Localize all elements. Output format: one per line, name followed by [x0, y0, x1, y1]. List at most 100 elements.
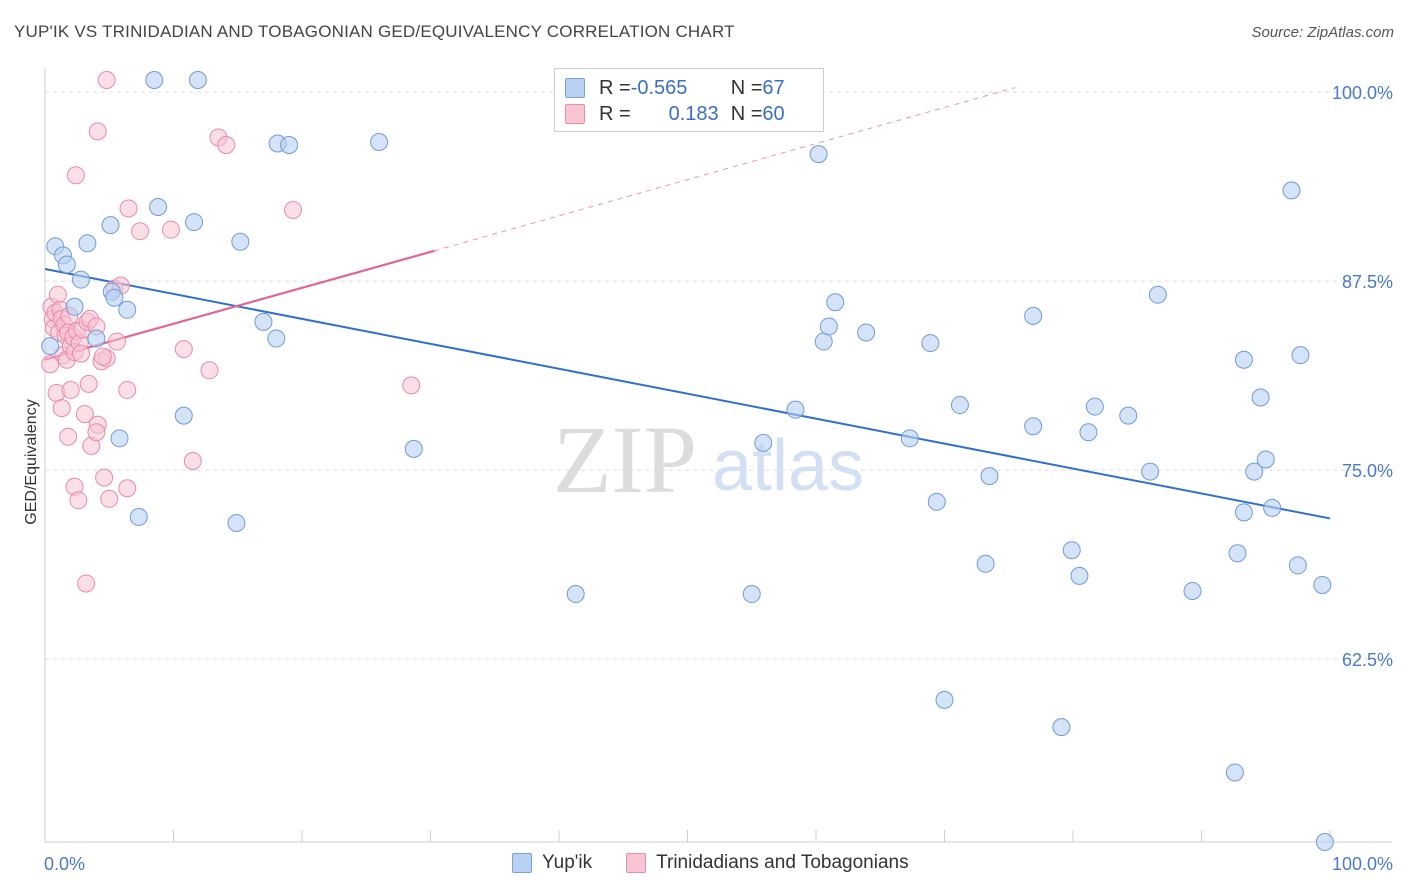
legend-item-yupik[interactable]: Yup'ik	[512, 852, 592, 874]
data-point-yupik	[118, 300, 137, 319]
data-point-trinidadians	[200, 361, 219, 380]
data-point-yupik	[370, 132, 389, 151]
legend-r-label: R =	[599, 102, 631, 125]
data-point-yupik	[754, 433, 773, 452]
legend-r-value: 0.183	[668, 102, 719, 125]
y-tick-label: 87.5%	[1342, 272, 1393, 292]
data-point-yupik	[1062, 541, 1081, 560]
data-point-yupik	[976, 554, 995, 573]
legend-n-label: N =	[730, 102, 763, 125]
data-point-trinidadians	[93, 347, 112, 366]
data-point-yupik	[188, 71, 207, 89]
legend-swatch-pink	[626, 853, 647, 873]
data-point-yupik	[149, 198, 168, 216]
data-point-yupik	[950, 396, 969, 415]
x-tick-label: 100.0%	[1332, 854, 1393, 874]
data-point-yupik	[1119, 406, 1138, 425]
data-point-yupik	[87, 329, 106, 348]
data-point-yupik	[1234, 350, 1253, 369]
data-point-trinidadians	[61, 380, 80, 399]
data-point-yupik	[185, 213, 204, 232]
data-point-yupik	[980, 467, 999, 486]
data-point-yupik	[1070, 566, 1089, 585]
data-point-yupik	[927, 492, 946, 511]
data-point-trinidadians	[52, 399, 71, 418]
data-point-trinidadians	[118, 380, 137, 399]
data-point-yupik	[1245, 462, 1264, 481]
data-point-yupik	[1234, 503, 1253, 522]
data-point-yupik	[1291, 346, 1310, 365]
data-point-yupik	[1024, 417, 1043, 436]
data-point-trinidadians	[174, 340, 193, 359]
data-point-trinidadians	[48, 285, 67, 304]
x-tick-labels: 0.0% 100.0%	[44, 854, 1393, 874]
data-point-yupik	[129, 507, 148, 526]
data-point-yupik	[742, 585, 761, 604]
data-point-yupik	[819, 317, 838, 336]
data-point-yupik	[921, 334, 940, 353]
data-point-trinidadians	[119, 199, 138, 218]
data-point-trinidadians	[131, 222, 150, 241]
data-point-yupik	[65, 297, 84, 316]
data-point-yupik	[935, 690, 954, 709]
trendline-trinidadians-extension	[434, 87, 1016, 252]
data-point-yupik	[110, 429, 129, 448]
data-point-yupik	[1263, 498, 1282, 517]
legend-r-label: R =	[599, 76, 631, 99]
series-yupik-points	[41, 71, 1334, 851]
data-point-yupik	[1085, 397, 1104, 416]
legend-row-trinidadians: R = 0.183 N = 60	[565, 101, 785, 127]
data-point-trinidadians	[97, 71, 116, 89]
watermark-zip: ZIP	[553, 406, 697, 513]
y-tick-label: 75.0%	[1342, 461, 1393, 481]
data-point-trinidadians	[71, 344, 90, 363]
data-point-yupik	[267, 329, 286, 348]
data-point-trinidadians	[79, 374, 98, 393]
data-point-yupik	[857, 323, 876, 342]
legend-n-value: 67	[762, 76, 785, 99]
data-point-yupik	[566, 585, 585, 604]
legend-label-trinidadians: Trinidadians and Tobagonians	[656, 852, 909, 873]
data-point-yupik	[1148, 285, 1167, 304]
data-point-yupik	[1313, 575, 1332, 594]
data-point-yupik	[254, 312, 273, 331]
data-point-yupik	[1052, 718, 1071, 737]
data-point-yupik	[900, 429, 919, 448]
trendline-yupik	[44, 268, 1331, 520]
data-point-trinidadians	[69, 491, 88, 510]
legend-row-yupik: R = -0.565 N = 67	[565, 75, 785, 101]
data-point-yupik	[57, 255, 76, 274]
data-point-yupik	[1183, 582, 1202, 601]
data-point-yupik	[826, 293, 845, 312]
data-point-trinidadians	[161, 220, 180, 239]
legend-item-trinidadians[interactable]: Trinidadians and Tobagonians	[626, 852, 909, 874]
data-point-yupik	[231, 232, 250, 251]
data-point-trinidadians	[284, 201, 303, 220]
data-point-yupik	[41, 337, 60, 356]
data-point-yupik	[1315, 833, 1334, 851]
data-point-trinidadians	[100, 489, 119, 508]
data-point-trinidadians	[41, 355, 60, 374]
legend-r-value: -0.565	[630, 76, 688, 99]
data-point-trinidadians	[88, 122, 107, 141]
data-point-yupik	[101, 216, 120, 235]
y-tick-label: 62.5%	[1342, 650, 1393, 670]
data-point-yupik	[786, 400, 805, 419]
data-point-trinidadians	[87, 423, 106, 442]
data-point-yupik	[227, 513, 246, 532]
series-legend: Yup'ik Trinidadians and Tobagonians	[512, 852, 943, 874]
legend-label-yupik: Yup'ik	[542, 852, 593, 873]
legend-swatch-blue	[512, 853, 532, 873]
data-point-yupik	[1288, 556, 1307, 575]
data-point-yupik	[1225, 763, 1244, 782]
data-point-yupik	[1024, 306, 1043, 325]
data-point-yupik	[145, 71, 164, 89]
series-trinidadians-points	[41, 71, 421, 593]
data-point-trinidadians	[107, 332, 126, 351]
y-tick-labels: 62.5% 75.0% 87.5% 100.0%	[1332, 83, 1393, 670]
gridlines	[45, 91, 1392, 660]
data-point-yupik	[280, 136, 299, 155]
data-point-trinidadians	[183, 452, 202, 470]
data-point-yupik	[174, 406, 193, 425]
